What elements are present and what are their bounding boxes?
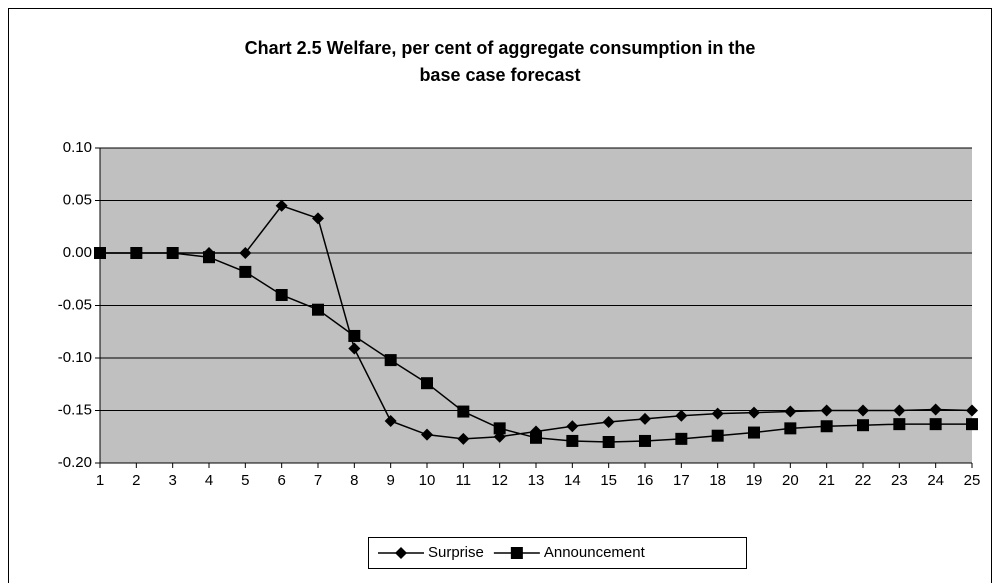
data-point — [784, 405, 797, 418]
data-point — [602, 416, 615, 429]
data-point — [748, 406, 760, 419]
x-tick-label: 14 — [564, 472, 581, 489]
data-point — [275, 199, 288, 212]
data-point — [275, 289, 288, 301]
data-point — [966, 418, 978, 431]
legend-marker — [395, 547, 407, 559]
y-tick-label: -0.20 — [58, 454, 92, 471]
data-point — [312, 212, 324, 225]
data-point — [639, 412, 651, 425]
x-tick-label: 23 — [891, 472, 908, 489]
chart-title: Chart 2.5 Welfare, per cent of aggregate… — [245, 38, 756, 58]
x-tick-label: 11 — [456, 472, 472, 489]
legend-marker — [510, 547, 523, 559]
data-point — [130, 247, 143, 259]
data-point — [893, 404, 906, 417]
data-point — [857, 419, 869, 432]
x-tick-label: 5 — [241, 472, 249, 489]
data-point — [384, 354, 397, 367]
x-tick-label: 20 — [782, 472, 799, 489]
x-tick-label: 15 — [600, 472, 617, 489]
data-point — [166, 247, 179, 259]
x-tick-label: 13 — [528, 472, 545, 489]
data-point — [784, 422, 797, 435]
x-tick-label: 10 — [419, 472, 436, 489]
x-tick-label: 7 — [314, 472, 322, 489]
data-point — [820, 420, 833, 433]
data-point — [966, 404, 978, 417]
data-point — [566, 420, 579, 433]
data-point — [929, 403, 942, 416]
y-tick-label: 0.05 — [63, 191, 92, 208]
legend-label: Surprise — [428, 544, 484, 561]
x-tick-label: 19 — [746, 472, 763, 489]
data-point — [857, 404, 869, 417]
x-tick-label: 12 — [491, 472, 508, 489]
data-point — [94, 247, 106, 259]
x-tick-label: 4 — [205, 472, 213, 489]
x-tick-label: 17 — [673, 472, 690, 489]
y-tick-label: -0.15 — [58, 401, 92, 418]
x-tick-label: 22 — [855, 472, 872, 489]
x-tick-label: 8 — [350, 472, 358, 489]
y-tick-label: 0.00 — [63, 244, 92, 261]
data-point — [711, 429, 724, 442]
data-point — [203, 251, 215, 264]
x-tick-label: 21 — [818, 472, 835, 489]
x-tick-label: 25 — [964, 472, 981, 489]
data-point — [602, 436, 615, 448]
x-tick-label: 1 — [96, 472, 104, 489]
data-point — [239, 265, 252, 278]
x-tick-label: 24 — [927, 472, 944, 489]
x-tick-label: 6 — [277, 472, 285, 489]
data-point — [348, 329, 361, 342]
legend-box — [368, 537, 747, 569]
x-tick-label: 2 — [132, 472, 140, 489]
data-point — [929, 418, 942, 431]
legend-label: Announcement — [544, 544, 646, 561]
data-point — [348, 342, 361, 355]
chart-title: base case forecast — [419, 65, 580, 85]
y-tick-label: 0.10 — [63, 139, 92, 156]
data-point — [675, 409, 688, 422]
data-point — [421, 428, 433, 441]
data-point — [639, 434, 651, 447]
data-point — [493, 422, 506, 435]
data-point — [421, 377, 433, 390]
x-tick-label: 9 — [386, 472, 394, 489]
y-tick-label: -0.05 — [58, 296, 92, 313]
data-point — [820, 404, 833, 417]
x-tick-label: 16 — [637, 472, 654, 489]
data-point — [384, 415, 397, 427]
data-point — [530, 431, 542, 444]
data-point — [711, 407, 724, 420]
y-tick-label: -0.10 — [58, 349, 92, 366]
data-point — [457, 405, 470, 418]
data-point — [312, 303, 324, 316]
x-tick-label: 18 — [709, 472, 726, 489]
data-point — [748, 426, 760, 439]
x-tick-label: 3 — [168, 472, 176, 489]
data-point — [566, 434, 579, 447]
data-point — [239, 247, 252, 259]
data-point — [893, 418, 906, 431]
data-point — [457, 432, 470, 445]
data-point — [675, 432, 688, 445]
